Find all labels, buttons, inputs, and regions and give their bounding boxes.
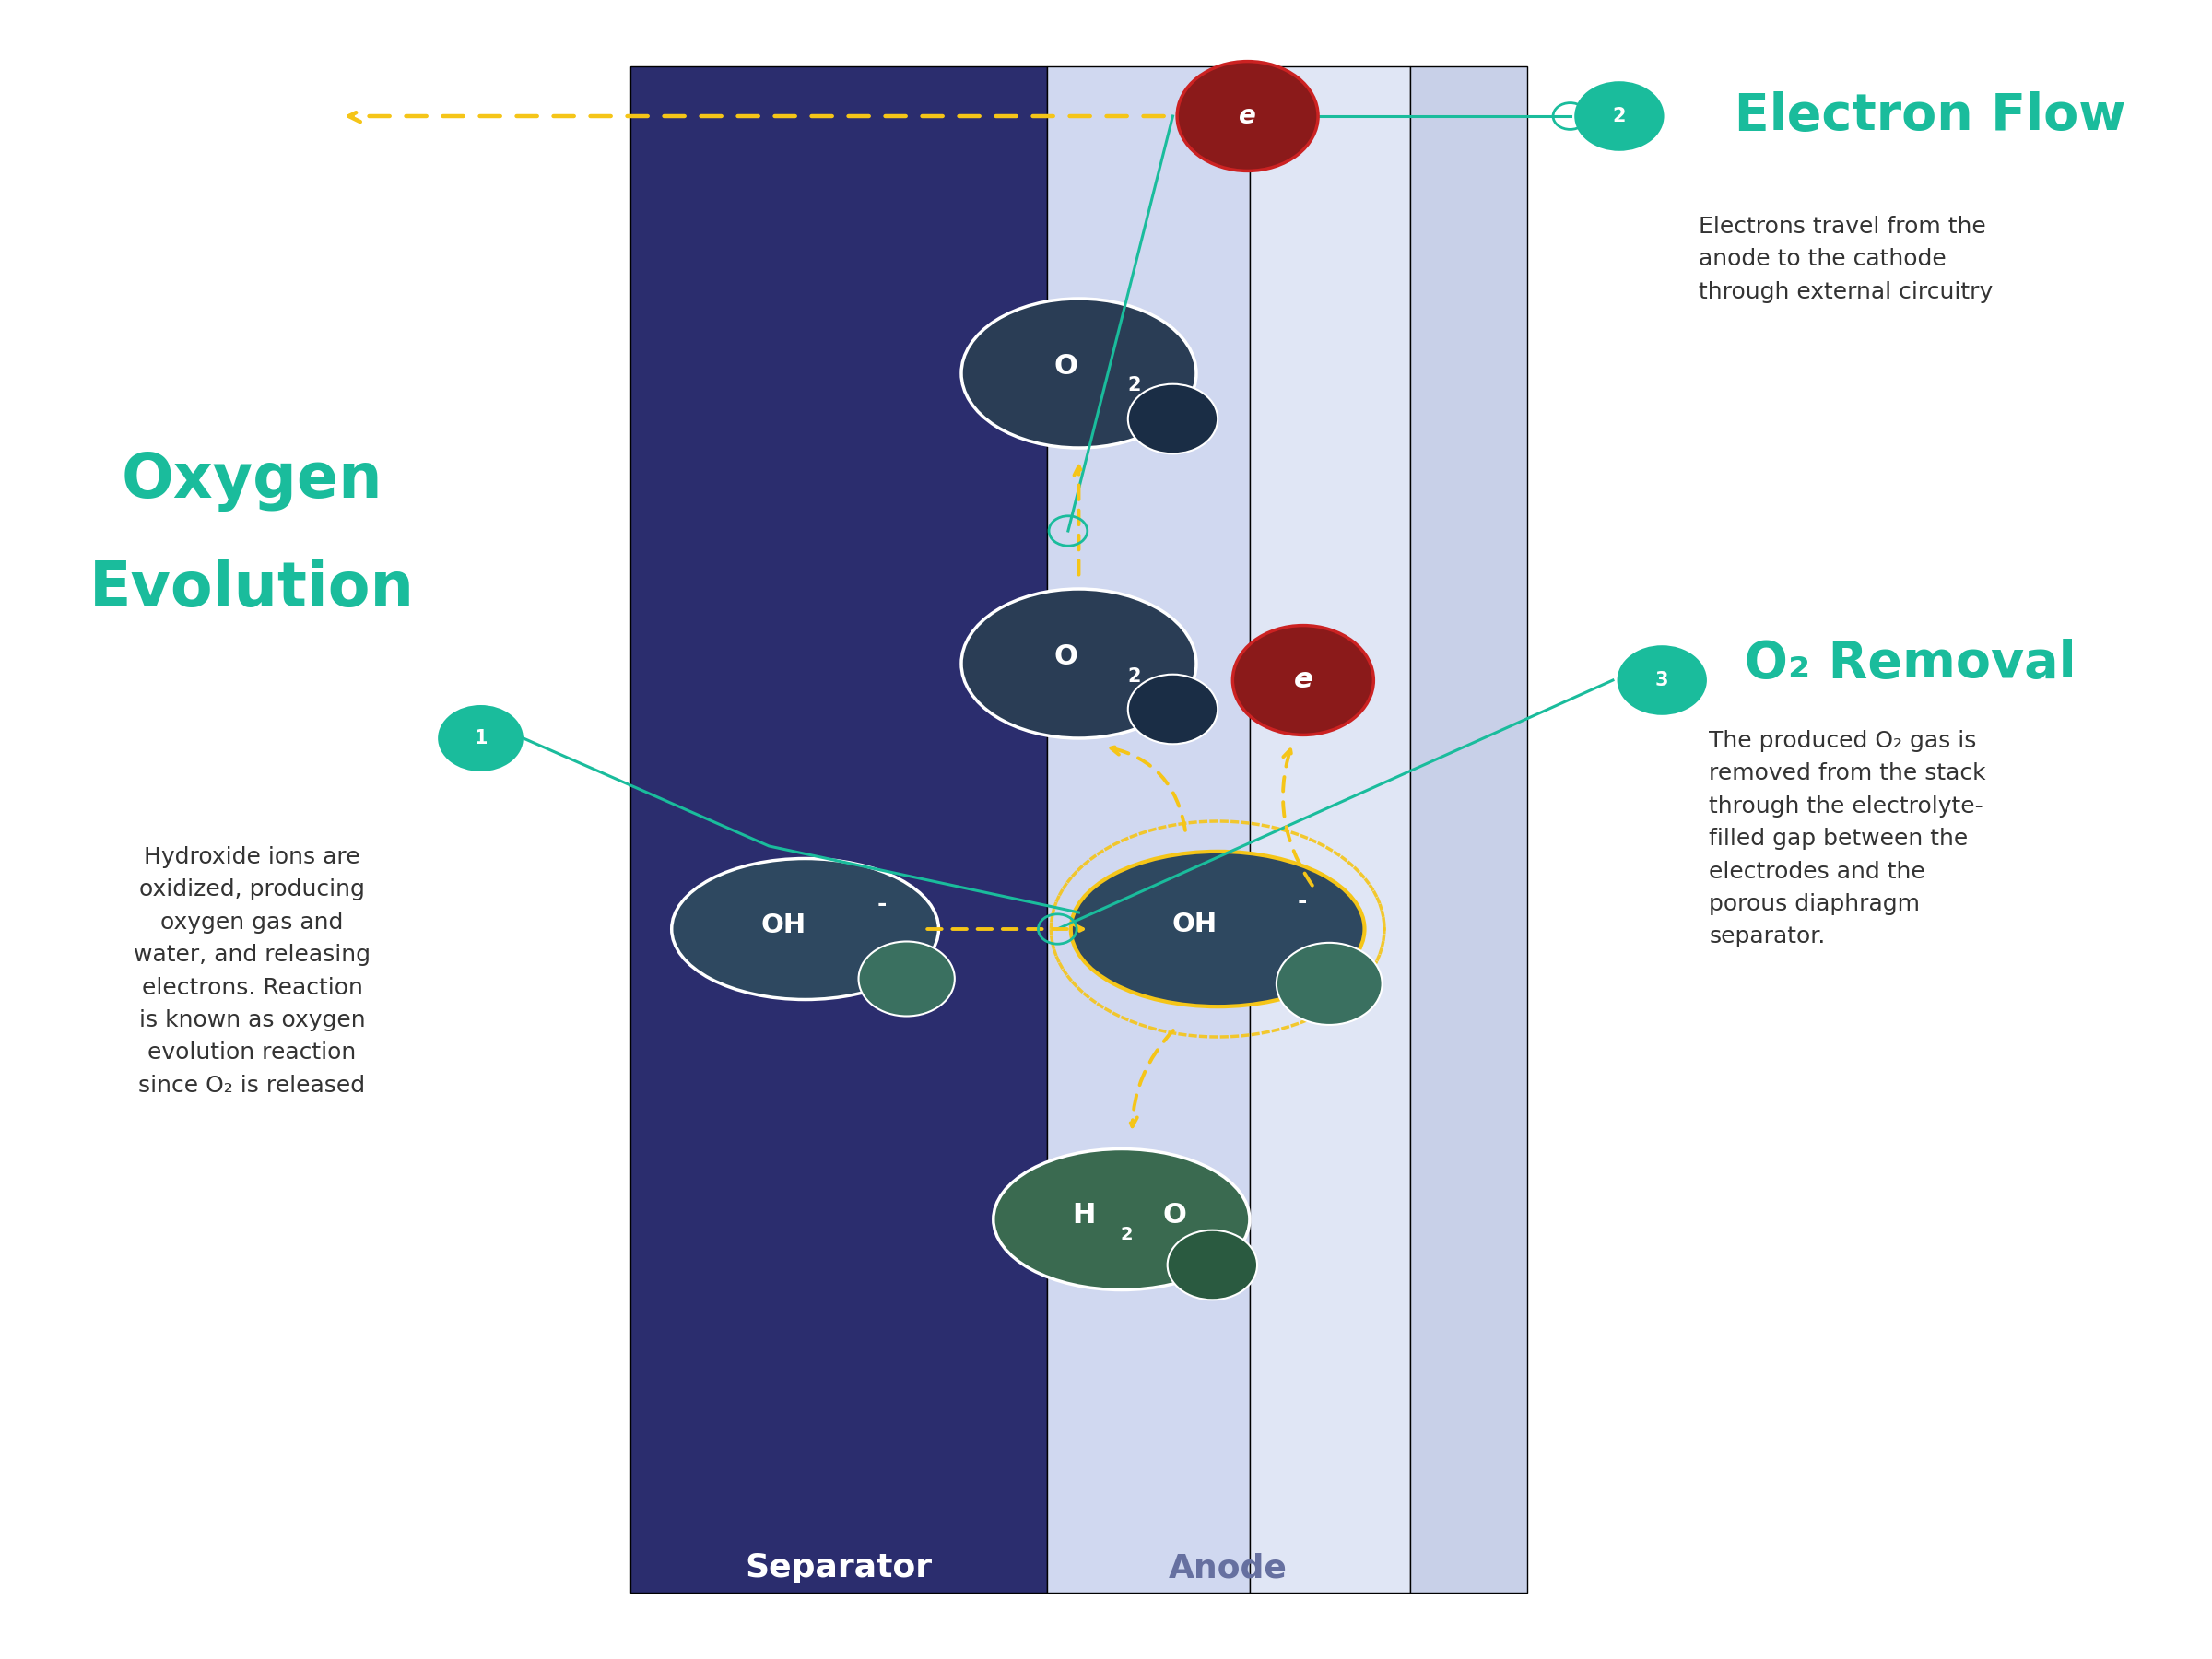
FancyBboxPatch shape xyxy=(1409,66,1528,1593)
Text: -: - xyxy=(878,893,887,916)
Text: 2: 2 xyxy=(1128,667,1141,685)
Text: O: O xyxy=(1055,353,1077,380)
Text: O₂ Removal: O₂ Removal xyxy=(1710,639,2077,688)
Text: 2: 2 xyxy=(1128,377,1141,395)
Text: 1: 1 xyxy=(473,728,487,748)
Text: e: e xyxy=(1294,667,1312,693)
Ellipse shape xyxy=(962,589,1197,738)
Text: O: O xyxy=(1164,1201,1188,1229)
Ellipse shape xyxy=(962,299,1197,448)
Text: Oxygen: Oxygen xyxy=(122,451,383,511)
Circle shape xyxy=(858,942,956,1015)
Circle shape xyxy=(1168,1229,1256,1301)
Ellipse shape xyxy=(993,1148,1250,1291)
Text: The produced O₂ gas is
removed from the stack
through the electrolyte-
filled ga: The produced O₂ gas is removed from the … xyxy=(1710,730,1986,947)
Circle shape xyxy=(438,705,524,771)
Circle shape xyxy=(1276,942,1382,1025)
FancyBboxPatch shape xyxy=(1046,66,1250,1593)
Text: 3: 3 xyxy=(1655,670,1668,690)
Text: 2: 2 xyxy=(1613,106,1626,126)
Ellipse shape xyxy=(672,859,938,999)
Text: Electrons travel from the
anode to the cathode
through external circuitry: Electrons travel from the anode to the c… xyxy=(1699,216,1993,304)
Text: -: - xyxy=(1298,891,1307,912)
FancyBboxPatch shape xyxy=(1250,66,1409,1593)
Circle shape xyxy=(1232,625,1374,735)
Circle shape xyxy=(1575,81,1663,151)
Text: Electron Flow: Electron Flow xyxy=(1699,91,2126,141)
Text: 2: 2 xyxy=(1121,1226,1133,1243)
Text: OH: OH xyxy=(1172,911,1217,937)
Text: Hydroxide ions are
oxidized, producing
oxygen gas and
water, and releasing
elect: Hydroxide ions are oxidized, producing o… xyxy=(133,846,372,1097)
Text: O: O xyxy=(1055,644,1077,670)
Circle shape xyxy=(1617,645,1708,715)
Circle shape xyxy=(1128,674,1217,743)
Text: OH: OH xyxy=(761,912,807,937)
Circle shape xyxy=(1177,61,1318,171)
Text: Evolution: Evolution xyxy=(88,559,416,619)
Text: Separator: Separator xyxy=(745,1553,931,1583)
Text: H: H xyxy=(1073,1201,1095,1229)
Text: e: e xyxy=(1239,103,1256,129)
Ellipse shape xyxy=(1071,851,1365,1007)
Circle shape xyxy=(1128,385,1217,455)
Text: Anode: Anode xyxy=(1168,1553,1287,1583)
FancyBboxPatch shape xyxy=(630,66,1046,1593)
